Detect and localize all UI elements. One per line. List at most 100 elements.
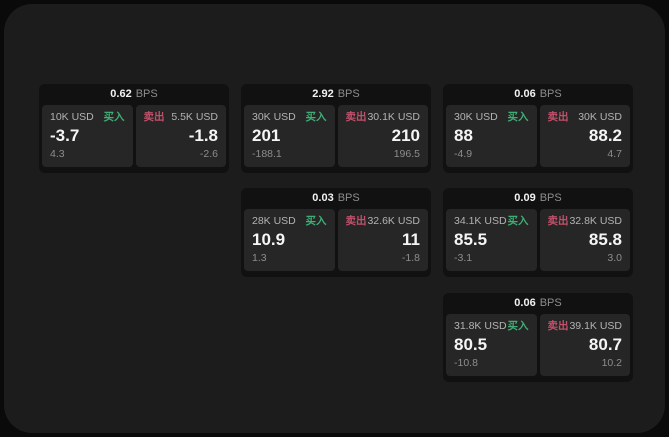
sell-quote-tile[interactable]: 卖出 32.6K USD 11 -1.8 [337, 209, 428, 271]
buy-header-row: 28K USD 买入 [252, 216, 327, 227]
sell-label: 卖出 [143, 111, 165, 123]
quote-card-body: 30K USD 买入 201 -188.1 卖出 30.1K USD 210 1… [241, 105, 431, 167]
buy-amount: 28K USD [252, 215, 296, 227]
sell-header-row: 卖出 32.6K USD [346, 216, 421, 227]
quote-card: 0.06 BPS 30K USD 买入 88 -4.9 卖出 30K USD 8… [443, 84, 633, 173]
spread-header: 2.92 BPS [241, 84, 431, 105]
quote-card-body: 34.1K USD 买入 85.5 -3.1 卖出 32.8K USD 85.8… [443, 209, 633, 271]
sell-amount: 5.5K USD [171, 111, 218, 123]
sell-label: 卖出 [345, 215, 367, 227]
buy-amount: 30K USD [454, 111, 498, 123]
quote-card: 0.06 BPS 31.8K USD 买入 80.5 -10.8 卖出 39.1… [443, 293, 633, 382]
spread-value: 0.06 [514, 88, 536, 100]
buy-quote-tile[interactable]: 28K USD 买入 10.9 1.3 [244, 209, 335, 271]
sell-price: 88.2 [588, 125, 622, 145]
spread-header: 0.03 BPS [241, 188, 431, 209]
bps-label: BPS [539, 192, 562, 204]
spread-value: 0.62 [110, 88, 132, 100]
buy-delta: -3.1 [454, 252, 473, 265]
quote-card: 0.03 BPS 28K USD 买入 10.9 1.3 卖出 32.6K US… [241, 188, 431, 277]
buy-quote-tile[interactable]: 30K USD 买入 201 -188.1 [244, 105, 335, 167]
buy-amount: 34.1K USD [454, 215, 507, 227]
buy-price: 85.5 [454, 229, 488, 249]
buy-quote-tile[interactable]: 10K USD 买入 -3.7 4.3 [42, 105, 133, 167]
sell-price: 80.7 [588, 334, 622, 354]
sell-label: 卖出 [547, 215, 569, 227]
spread-header: 0.06 BPS [443, 84, 633, 105]
buy-label: 买入 [507, 215, 529, 227]
quote-card: 0.62 BPS 10K USD 买入 -3.7 4.3 卖出 5.5K USD… [39, 84, 229, 173]
buy-label: 买入 [103, 111, 125, 123]
spread-value: 0.09 [514, 192, 536, 204]
spread-header: 0.06 BPS [443, 293, 633, 314]
quote-card-body: 10K USD 买入 -3.7 4.3 卖出 5.5K USD -1.8 -2.… [39, 105, 229, 167]
spread-value: 0.03 [312, 192, 334, 204]
sell-quote-tile[interactable]: 卖出 32.8K USD 85.8 3.0 [539, 209, 630, 271]
buy-amount: 10K USD [50, 111, 94, 123]
buy-quote-tile[interactable]: 30K USD 买入 88 -4.9 [446, 105, 537, 167]
buy-price: -3.7 [50, 125, 80, 145]
sell-label: 卖出 [547, 320, 569, 332]
buy-header-row: 31.8K USD 买入 [454, 321, 529, 332]
quote-card: 2.92 BPS 30K USD 买入 201 -188.1 卖出 30.1K … [241, 84, 431, 173]
buy-delta: -188.1 [252, 148, 282, 161]
buy-price: 201 [252, 125, 281, 145]
quote-card: 0.09 BPS 34.1K USD 买入 85.5 -3.1 卖出 32.8K… [443, 188, 633, 277]
buy-delta: -4.9 [454, 148, 473, 161]
sell-quote-tile[interactable]: 卖出 39.1K USD 80.7 10.2 [539, 314, 630, 376]
sell-delta: -1.8 [401, 252, 420, 265]
sell-price: 210 [391, 125, 420, 145]
buy-quote-tile[interactable]: 34.1K USD 买入 85.5 -3.1 [446, 209, 537, 271]
buy-header-row: 10K USD 买入 [50, 112, 125, 123]
sell-header-row: 卖出 5.5K USD [144, 112, 219, 123]
spread-header: 0.09 BPS [443, 188, 633, 209]
bps-label: BPS [337, 192, 360, 204]
buy-delta: 1.3 [252, 252, 267, 265]
sell-delta: 196.5 [393, 148, 420, 161]
buy-price: 80.5 [454, 334, 488, 354]
buy-price: 88 [454, 125, 473, 145]
buy-label: 买入 [507, 111, 529, 123]
spread-header: 0.62 BPS [39, 84, 229, 105]
bps-label: BPS [539, 88, 562, 100]
sell-price: -1.8 [188, 125, 218, 145]
sell-delta: -2.6 [199, 148, 218, 161]
bps-label: BPS [539, 297, 562, 309]
sell-price: 85.8 [588, 229, 622, 249]
bps-label: BPS [135, 88, 158, 100]
buy-header-row: 30K USD 买入 [252, 112, 327, 123]
buy-delta: 4.3 [50, 148, 65, 161]
sell-delta: 4.7 [607, 148, 622, 161]
buy-header-row: 30K USD 买入 [454, 112, 529, 123]
sell-quote-tile[interactable]: 卖出 5.5K USD -1.8 -2.6 [135, 105, 226, 167]
quote-card-body: 28K USD 买入 10.9 1.3 卖出 32.6K USD 11 -1.8 [241, 209, 431, 271]
buy-quote-tile[interactable]: 31.8K USD 买入 80.5 -10.8 [446, 314, 537, 376]
sell-delta: 10.2 [601, 357, 622, 370]
sell-header-row: 卖出 39.1K USD [548, 321, 623, 332]
sell-label: 卖出 [345, 111, 367, 123]
buy-price: 10.9 [252, 229, 286, 249]
sell-amount: 30K USD [578, 111, 622, 123]
sell-delta: 3.0 [607, 252, 622, 265]
sell-amount: 30.1K USD [367, 111, 420, 123]
spread-value: 0.06 [514, 297, 536, 309]
sell-quote-tile[interactable]: 卖出 30K USD 88.2 4.7 [539, 105, 630, 167]
sell-header-row: 卖出 32.8K USD [548, 216, 623, 227]
bps-label: BPS [337, 88, 360, 100]
quote-card-body: 31.8K USD 买入 80.5 -10.8 卖出 39.1K USD 80.… [443, 314, 633, 376]
sell-quote-tile[interactable]: 卖出 30.1K USD 210 196.5 [337, 105, 428, 167]
buy-amount: 30K USD [252, 111, 296, 123]
spread-value: 2.92 [312, 88, 334, 100]
buy-delta: -10.8 [454, 357, 478, 370]
sell-label: 卖出 [547, 111, 569, 123]
buy-amount: 31.8K USD [454, 320, 507, 332]
quote-card-body: 30K USD 买入 88 -4.9 卖出 30K USD 88.2 4.7 [443, 105, 633, 167]
sell-amount: 32.8K USD [569, 215, 622, 227]
buy-label: 买入 [305, 215, 327, 227]
sell-price: 11 [402, 229, 420, 249]
sell-header-row: 卖出 30K USD [548, 112, 623, 123]
buy-label: 买入 [305, 111, 327, 123]
sell-amount: 32.6K USD [367, 215, 420, 227]
sell-header-row: 卖出 30.1K USD [346, 112, 421, 123]
buy-header-row: 34.1K USD 买入 [454, 216, 529, 227]
